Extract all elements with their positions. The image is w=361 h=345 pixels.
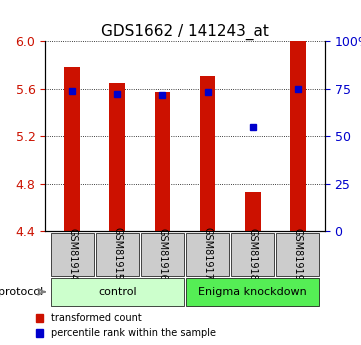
Bar (290, 41, 306, 231)
Text: GSM81919: GSM81919 (293, 228, 303, 280)
Text: GSM81916: GSM81916 (157, 228, 168, 280)
Bar (155, 92, 170, 231)
Text: Enigma knockdown: Enigma knockdown (198, 287, 307, 297)
Text: GSM81915: GSM81915 (112, 227, 122, 280)
FancyBboxPatch shape (276, 233, 319, 276)
Bar (109, 83, 125, 231)
Text: protocol: protocol (0, 287, 43, 297)
Bar (64, 68, 80, 231)
FancyBboxPatch shape (51, 233, 94, 276)
Text: GSM81918: GSM81918 (248, 228, 258, 280)
Title: GDS1662 / 141243_at: GDS1662 / 141243_at (101, 24, 269, 40)
FancyBboxPatch shape (186, 278, 319, 306)
FancyBboxPatch shape (231, 233, 274, 276)
Text: GSM81914: GSM81914 (67, 228, 77, 280)
FancyBboxPatch shape (51, 278, 184, 306)
Text: GSM81917: GSM81917 (203, 227, 213, 280)
Text: control: control (98, 287, 136, 297)
Bar (200, 76, 216, 231)
Legend: transformed count, percentile rank within the sample: transformed count, percentile rank withi… (34, 312, 218, 340)
Bar (245, 192, 261, 231)
FancyBboxPatch shape (141, 233, 184, 276)
FancyBboxPatch shape (96, 233, 139, 276)
FancyBboxPatch shape (186, 233, 229, 276)
